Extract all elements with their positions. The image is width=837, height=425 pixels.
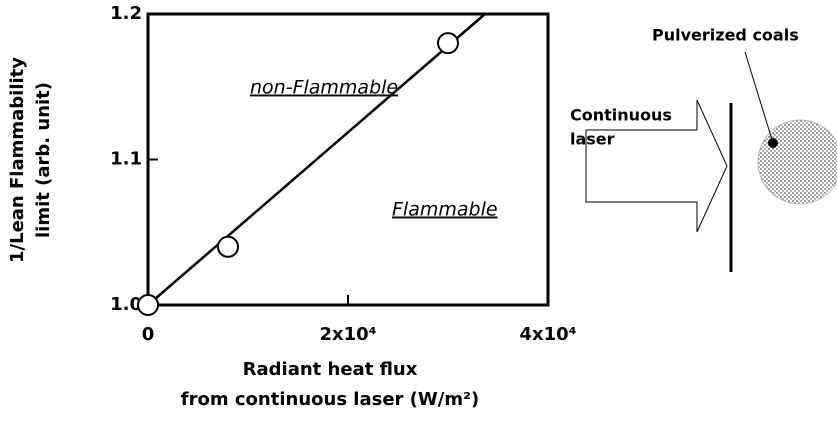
y-axis-label: limit (arb. unit) — [33, 82, 54, 238]
data-point — [217, 235, 239, 258]
plot-frame — [146, 12, 550, 307]
region-label: non-Flammable — [250, 77, 398, 99]
leader-line — [744, 51, 774, 144]
diagram-label: Continuous — [570, 106, 672, 125]
laser-arrow — [585, 99, 728, 233]
x-tick-label: 0 — [142, 324, 155, 345]
fit-line — [147, 13, 486, 306]
data-point — [437, 32, 459, 55]
x-tick-label: 4x10⁴ — [519, 324, 576, 345]
y-tick-label: 1.1 — [110, 149, 142, 170]
x-axis-label: from continuous laser (W/m²) — [181, 389, 479, 410]
x-axis-label: Radiant heat flux — [243, 359, 418, 380]
data-point — [137, 294, 159, 316]
coal-particle — [768, 138, 778, 148]
y-axis-label: 1/Lean Flammability — [7, 57, 28, 263]
diagram-label: laser — [570, 130, 615, 149]
region-label: Flammable — [392, 199, 498, 221]
y-tick-label: 1.0 — [110, 294, 142, 315]
x-tick-label: 2x10⁴ — [319, 324, 376, 345]
coal-cloud — [757, 119, 837, 205]
y-tick-label: 1.2 — [110, 3, 142, 24]
diagram-label: Pulverized coals — [652, 26, 799, 45]
